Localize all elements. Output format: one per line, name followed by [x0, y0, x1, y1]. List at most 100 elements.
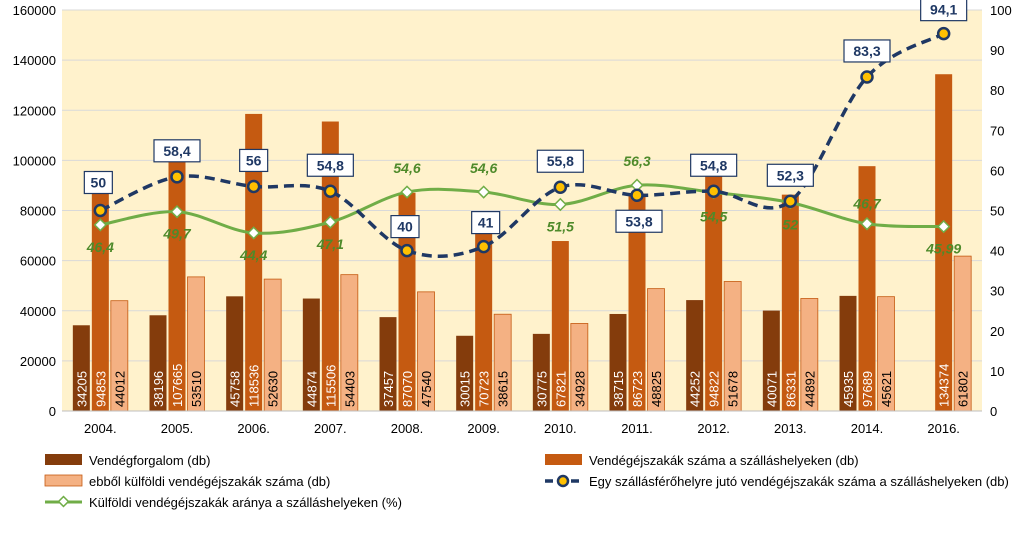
bar: [149, 315, 167, 411]
legend-label: Külföldi vendégéjszakák aránya a szállás…: [89, 495, 402, 510]
bar-value-label: 44252: [688, 371, 703, 407]
x-tick-label: 2009.: [467, 421, 500, 436]
bar-value-label: 107665: [170, 364, 185, 407]
ratio-label: 46,7: [852, 196, 881, 212]
x-tick-label: 2012.: [697, 421, 730, 436]
x-tick-label: 2006.: [237, 421, 270, 436]
y-left-tick-label: 160000: [13, 3, 56, 18]
nights-per-bed-label-box: [471, 210, 501, 235]
nights-per-bed-label-box: [390, 215, 420, 239]
bar-value-label: 44874: [304, 371, 319, 407]
bar-value-label: 51678: [726, 371, 741, 407]
nights-per-bed-marker: [323, 184, 338, 199]
bar-value-label: 53510: [189, 371, 204, 407]
nights-per-bed-marker: [93, 203, 108, 218]
nights-per-bed-label: 94,1: [930, 2, 957, 18]
y-right-tick-label: 90: [990, 43, 1004, 58]
nights-per-bed-label-box: [920, 0, 968, 22]
legend-label: ebből külföldi vendégéjszakák száma (db): [89, 474, 330, 489]
legend-swatch: [45, 454, 82, 465]
ratio-marker: [936, 219, 951, 234]
ratio-marker: [170, 204, 184, 219]
y-left-tick-label: 100000: [13, 153, 56, 168]
bar: [302, 298, 320, 411]
nights-per-bed-label-box: [690, 153, 738, 177]
nights-per-bed-label: 50: [91, 175, 107, 191]
nights-per-bed-label-box: [153, 139, 201, 163]
nights-per-bed-marker: [860, 70, 874, 84]
y-left-tick-label: 140000: [13, 53, 56, 68]
bar: [532, 333, 550, 411]
nights-per-bed-label: 40: [397, 219, 413, 235]
nights-per-bed-label-box: [83, 170, 113, 195]
nights-per-bed-label: 55,8: [547, 153, 574, 169]
bar-value-label: 44892: [802, 371, 817, 407]
ratio-label: 46,4: [86, 239, 114, 255]
ratio-label: 54,6: [470, 160, 497, 176]
nights-per-bed-label: 41: [478, 215, 494, 231]
x-tick-label: 2005.: [161, 421, 194, 436]
bar: [551, 241, 569, 411]
bar-value-label: 97689: [860, 371, 875, 407]
bar-value-label: 118536: [247, 365, 262, 407]
bar: [935, 74, 953, 411]
ratio-marker: [860, 217, 874, 231]
bar: [839, 295, 857, 411]
nights-per-bed-label-box: [239, 148, 269, 173]
bar-value-label: 37457: [381, 371, 396, 407]
y-right-tick-label: 20: [990, 324, 1004, 339]
y-left-tick-label: 120000: [13, 103, 56, 118]
bar-value-label: 34205: [74, 371, 89, 407]
ratio-marker: [93, 218, 108, 232]
ratio-label: 47,1: [316, 236, 344, 252]
bar: [705, 173, 723, 411]
y-left-tick-label: 20000: [20, 354, 56, 369]
legend-marker: [57, 495, 70, 508]
bar: [168, 141, 186, 411]
legend-swatch: [44, 474, 83, 487]
ratio-label: 54,5: [700, 208, 727, 224]
y-left-tick-label: 60000: [20, 254, 56, 269]
bar-value-label: 52630: [266, 371, 281, 407]
bar: [91, 173, 109, 411]
ratio-marker: [400, 185, 414, 199]
legend-swatch: [545, 454, 582, 465]
bar: [379, 317, 397, 411]
nights-per-bed-label: 54,8: [317, 157, 344, 173]
legend-marker: [556, 474, 570, 488]
nights-per-bed-label: 83,3: [853, 43, 880, 59]
nights-per-bed-label-box: [843, 39, 891, 63]
bar-value-label: 115506: [323, 365, 338, 407]
ratio-label: 56,3: [623, 153, 650, 169]
nights-per-bed-label: 53,8: [625, 213, 652, 229]
bar-value-label: 45935: [841, 371, 856, 407]
bar: [762, 310, 780, 411]
ratio-label: 54,6: [393, 160, 420, 176]
legend: Vendégforgalom (db) Vendégéjszakák száma …: [44, 453, 1009, 510]
legend-label: Vendégforgalom (db): [89, 453, 210, 468]
bar-value-label: 38615: [496, 371, 511, 407]
y-right-tick-label: 60: [990, 163, 1004, 178]
y-right-tick-label: 70: [990, 123, 1004, 138]
x-tick-label: 2016.: [927, 421, 960, 436]
x-tick-label: 2007.: [314, 421, 347, 436]
ratio-label: 52: [783, 216, 799, 232]
bar: [456, 335, 474, 411]
bar: [858, 166, 876, 411]
legend-label: Vendégéjszakák száma a szálláshelyeken (…: [589, 453, 859, 468]
bar: [226, 296, 244, 411]
bar-value-label: 38715: [611, 371, 626, 407]
bar-value-label: 61802: [956, 371, 971, 407]
x-tick-label: 2010.: [544, 421, 577, 436]
y-right-tick-label: 80: [990, 83, 1004, 98]
bar-value-label: 134374: [937, 364, 952, 407]
nights-per-bed-label-box: [306, 153, 354, 177]
ratio-label: 44,4: [239, 247, 267, 263]
x-tick-label: 2014.: [851, 421, 884, 436]
data-labels: 34205 38196 45758 44874 37457 30015 30775 38715…: [74, 0, 971, 407]
nights-per-bed-marker: [783, 194, 798, 209]
ratio-marker: [323, 215, 338, 229]
nights-per-bed-label-box: [536, 149, 584, 173]
